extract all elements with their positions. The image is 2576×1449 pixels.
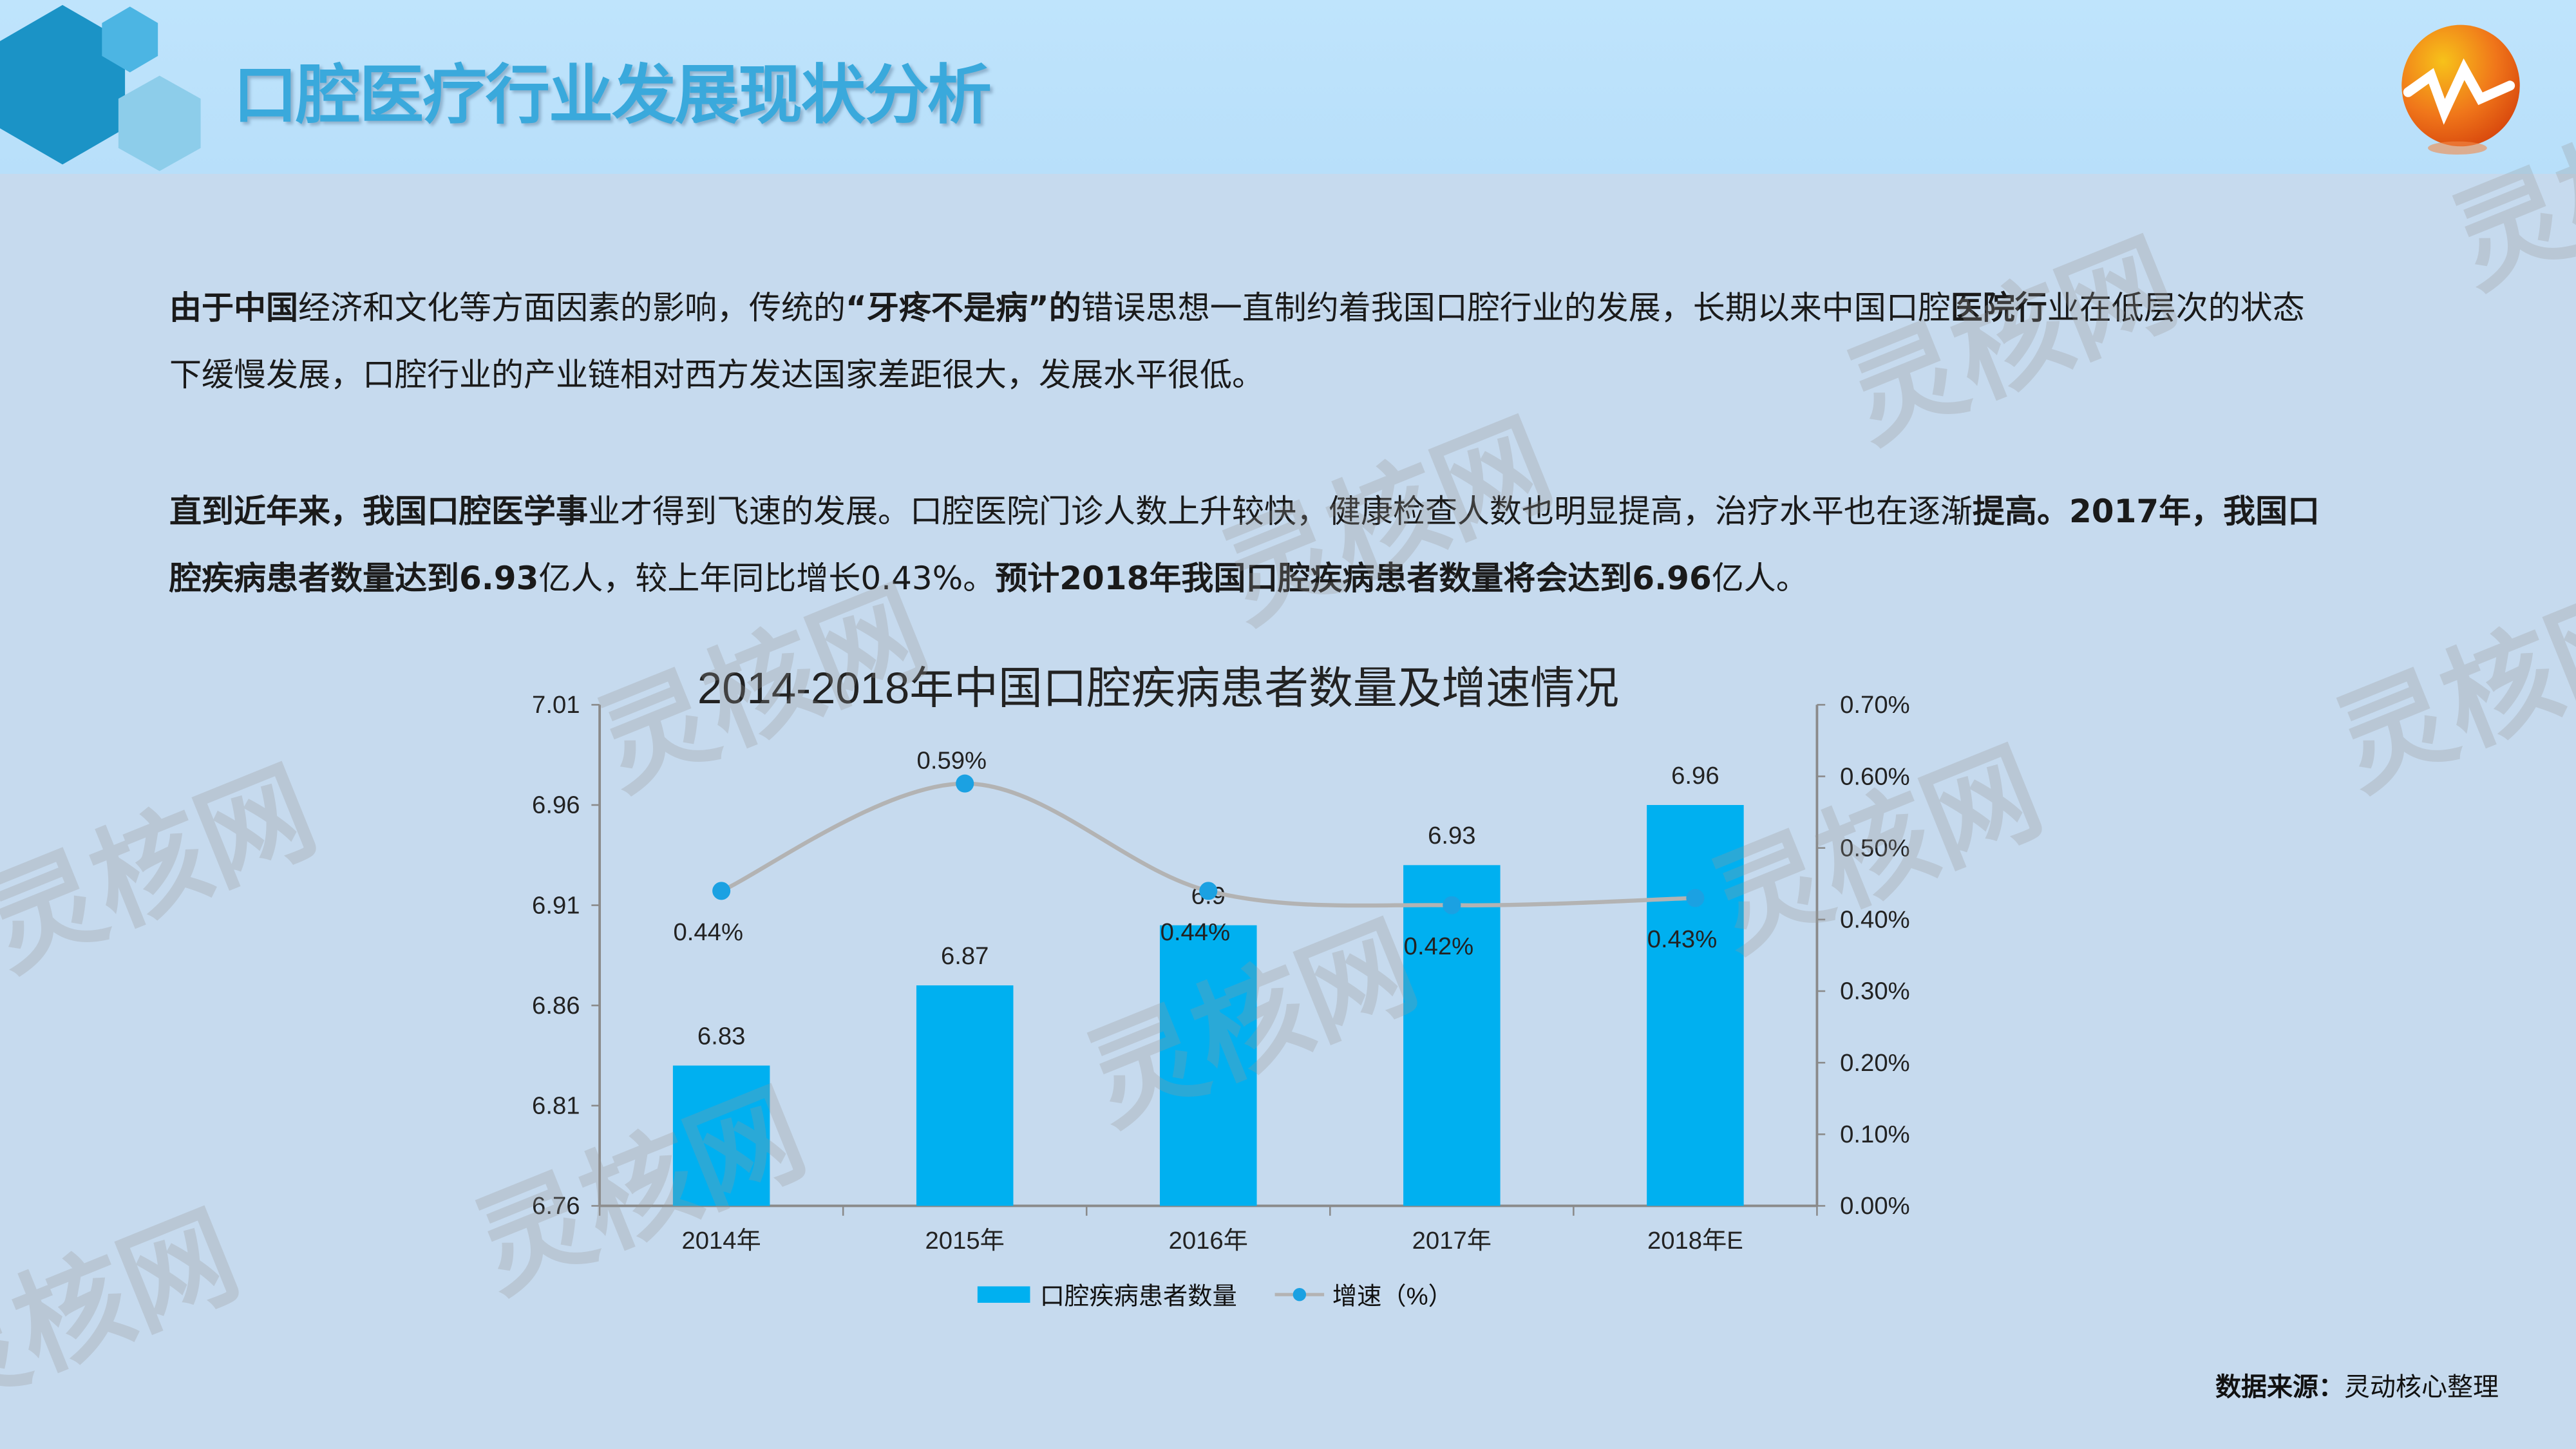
x-tick-label: 2014年 <box>681 1227 761 1255</box>
growth-label: 0.43% <box>1647 925 1717 953</box>
right-tick-label: 0.00% <box>1840 1192 1909 1220</box>
right-tick-label: 0.30% <box>1840 978 1909 1005</box>
right-tick-label: 0.40% <box>1840 906 1909 934</box>
text: 经济和文化等方面因素的影响，传统的 <box>298 289 846 327</box>
legend-line-label: 增速（%） <box>1332 1283 1453 1311</box>
text-bold: 由于中国 <box>169 289 298 327</box>
text: 亿人。 <box>1711 560 1808 597</box>
recent-paragraph: 直到近年来，我国口腔医学事业才得到飞速的发展。口腔医院门诊人数上升较快，健康检查… <box>169 478 2333 612</box>
x-tick-label: 2016年 <box>1169 1227 1248 1255</box>
text-bold: “牙疼不是病”的 <box>846 289 1081 327</box>
right-tick-label: 0.50% <box>1840 834 1909 862</box>
chart-title: 2014-2018年中国口腔疾病患者数量及增速情况 <box>697 663 1619 713</box>
growth-point-2016年 <box>1199 882 1218 900</box>
text: 亿人，较上年同比增长0.43%。 <box>538 560 996 597</box>
right-tick-label: 0.70% <box>1840 691 1909 719</box>
source-label: 数据来源： <box>2215 1372 2344 1402</box>
bar-2018年E <box>1647 805 1744 1206</box>
source-value: 灵动核心整理 <box>2344 1372 2499 1402</box>
growth-point-2017年 <box>1443 896 1461 914</box>
header-band <box>0 0 2576 174</box>
bar-2016年 <box>1160 925 1257 1206</box>
right-tick-label: 0.10% <box>1840 1121 1909 1148</box>
x-tick-label: 2017年 <box>1412 1227 1492 1255</box>
left-tick-label: 6.91 <box>532 891 580 919</box>
legend-line-marker <box>1293 1288 1307 1302</box>
text: 业在低层次的状态下缓慢发展，口腔行业的产业链相对西方发达国家差距很大，发展水平很… <box>169 289 2305 393</box>
bar-2014年 <box>672 1065 770 1206</box>
right-tick-label: 0.60% <box>1840 762 1909 790</box>
legend-bar-label: 口腔疾病患者数量 <box>1040 1283 1237 1311</box>
x-tick-label: 2018年E <box>1647 1227 1743 1255</box>
intro-paragraph: 由于中国经济和文化等方面因素的影响，传统的“牙疼不是病”的错误思想一直制约着我国… <box>169 274 2333 408</box>
right-tick-label: 0.20% <box>1840 1049 1909 1077</box>
x-tick-label: 2015年 <box>925 1227 1005 1255</box>
bar-2017年 <box>1403 865 1501 1206</box>
growth-point-2018年E <box>1686 889 1705 907</box>
brand-logo-icon <box>2401 24 2520 155</box>
text: 错误思想一直制约着我国口腔行业的发展，长期以来中国口腔 <box>1081 289 1951 327</box>
data-source: 数据来源：灵动核心整理 <box>2215 1369 2499 1405</box>
legend-bar-swatch <box>977 1286 1030 1303</box>
text-bold: 医院行 <box>1950 289 2047 327</box>
hexagon-decoration-icon <box>0 5 201 171</box>
bar-2015年 <box>916 985 1014 1206</box>
growth-point-2015年 <box>956 774 974 793</box>
left-tick-label: 6.76 <box>532 1192 580 1220</box>
text-bold: 直到近年来，我国口腔医学事 <box>169 493 588 530</box>
growth-label: 0.44% <box>674 918 743 946</box>
text: 业才得到飞速的发展。口腔医院门诊人数上升较快，健康检查人数也明显提高，治疗水平也… <box>588 493 1973 530</box>
bar-label: 6.87 <box>941 942 989 970</box>
bar-label: 6.93 <box>1428 822 1475 849</box>
growth-point-2014年 <box>712 882 731 900</box>
growth-label: 0.59% <box>917 747 987 775</box>
growth-label: 0.44% <box>1160 918 1230 946</box>
bar-label: 6.83 <box>697 1022 745 1050</box>
left-tick-label: 6.86 <box>532 992 580 1019</box>
page-title: 口腔医疗行业发展现状分析 <box>233 57 992 133</box>
text-bold: 预计2018年我国口腔疾病患者数量将会达到6.96 <box>995 560 1712 597</box>
bar-label: 6.96 <box>1671 762 1719 790</box>
left-tick-label: 7.01 <box>532 691 580 719</box>
left-tick-label: 6.81 <box>532 1092 580 1120</box>
text-bold: 提高。2017年，我国口腔疾病患者数量达到6.93 <box>169 493 2320 597</box>
left-tick-label: 6.96 <box>532 791 580 819</box>
growth-label: 0.42% <box>1404 933 1473 960</box>
